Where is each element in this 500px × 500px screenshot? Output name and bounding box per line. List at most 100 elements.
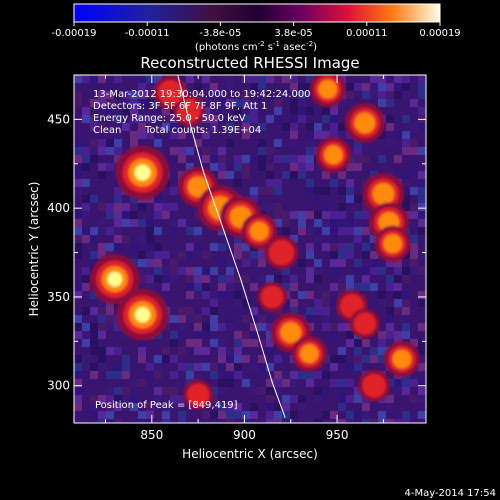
texture-cell <box>130 131 138 139</box>
texture-cell <box>82 355 90 363</box>
texture-cell <box>290 371 298 379</box>
texture-cell <box>106 371 114 379</box>
texture-cell <box>306 267 314 275</box>
texture-cell <box>418 123 426 131</box>
texture-cell <box>98 243 106 251</box>
texture-cell <box>194 123 202 131</box>
source-core <box>318 79 338 99</box>
texture-cell <box>234 339 242 347</box>
texture-cell <box>122 203 130 211</box>
texture-cell <box>234 275 242 283</box>
texture-cell <box>106 203 114 211</box>
texture-cell <box>402 291 410 299</box>
texture-cell <box>114 219 122 227</box>
texture-cell <box>266 171 274 179</box>
texture-cell <box>90 75 98 83</box>
texture-cell <box>418 179 426 187</box>
texture-cell <box>162 275 170 283</box>
texture-cell <box>346 179 354 187</box>
texture-cell <box>106 99 114 107</box>
texture-cell <box>330 235 338 243</box>
texture-cell <box>218 387 226 395</box>
texture-cell <box>354 411 362 419</box>
texture-cell <box>170 187 178 195</box>
texture-cell <box>402 179 410 187</box>
texture-cell <box>394 291 402 299</box>
texture-cell <box>170 355 178 363</box>
texture-cell <box>354 227 362 235</box>
texture-cell <box>234 251 242 259</box>
texture-cell <box>314 235 322 243</box>
texture-cell <box>258 203 266 211</box>
texture-cell <box>82 283 90 291</box>
texture-cell <box>346 323 354 331</box>
texture-cell <box>106 147 114 155</box>
texture-cell <box>274 355 282 363</box>
texture-cell <box>114 363 122 371</box>
texture-cell <box>138 379 146 387</box>
texture-cell <box>194 267 202 275</box>
texture-cell <box>242 411 250 419</box>
texture-cell <box>306 243 314 251</box>
texture-cell <box>90 147 98 155</box>
texture-cell <box>202 331 210 339</box>
texture-cell <box>386 339 394 347</box>
texture-cell <box>298 99 306 107</box>
texture-cell <box>178 147 186 155</box>
texture-cell <box>82 275 90 283</box>
texture-cell <box>274 179 282 187</box>
texture-cell <box>122 387 130 395</box>
texture-cell <box>250 259 258 267</box>
texture-cell <box>338 387 346 395</box>
texture-cell <box>274 403 282 411</box>
texture-cell <box>378 411 386 419</box>
texture-cell <box>370 251 378 259</box>
texture-cell <box>338 203 346 211</box>
texture-cell <box>130 403 138 411</box>
texture-cell <box>194 331 202 339</box>
texture-cell <box>234 299 242 307</box>
texture-cell <box>266 379 274 387</box>
texture-cell <box>298 155 306 163</box>
texture-cell <box>210 387 218 395</box>
texture-cell <box>114 187 122 195</box>
texture-cell <box>170 227 178 235</box>
texture-cell <box>314 123 322 131</box>
texture-cell <box>370 83 378 91</box>
texture-cell <box>194 347 202 355</box>
texture-cell <box>282 371 290 379</box>
texture-cell <box>98 219 106 227</box>
texture-cell <box>282 267 290 275</box>
chart-title: Reconstructed RHESSI Image <box>140 54 359 72</box>
texture-cell <box>322 387 330 395</box>
texture-cell <box>186 75 194 83</box>
texture-cell <box>186 267 194 275</box>
texture-cell <box>162 211 170 219</box>
texture-cell <box>210 411 218 419</box>
texture-cell <box>306 307 314 315</box>
texture-cell <box>258 147 266 155</box>
texture-cell <box>226 379 234 387</box>
texture-cell <box>82 75 90 83</box>
texture-cell <box>290 163 298 171</box>
texture-cell <box>130 379 138 387</box>
texture-cell <box>122 331 130 339</box>
texture-cell <box>338 171 346 179</box>
texture-cell <box>154 139 162 147</box>
texture-cell <box>402 75 410 83</box>
texture-cell <box>362 355 370 363</box>
texture-cell <box>266 75 274 83</box>
texture-cell <box>194 339 202 347</box>
texture-cell <box>402 139 410 147</box>
texture-cell <box>362 419 370 423</box>
texture-cell <box>410 267 418 275</box>
texture-cell <box>314 307 322 315</box>
texture-cell <box>418 227 426 235</box>
texture-cell <box>98 299 106 307</box>
texture-cell <box>98 395 106 403</box>
texture-cell <box>306 107 314 115</box>
texture-cell <box>146 227 154 235</box>
texture-cell <box>314 275 322 283</box>
texture-cell <box>210 267 218 275</box>
